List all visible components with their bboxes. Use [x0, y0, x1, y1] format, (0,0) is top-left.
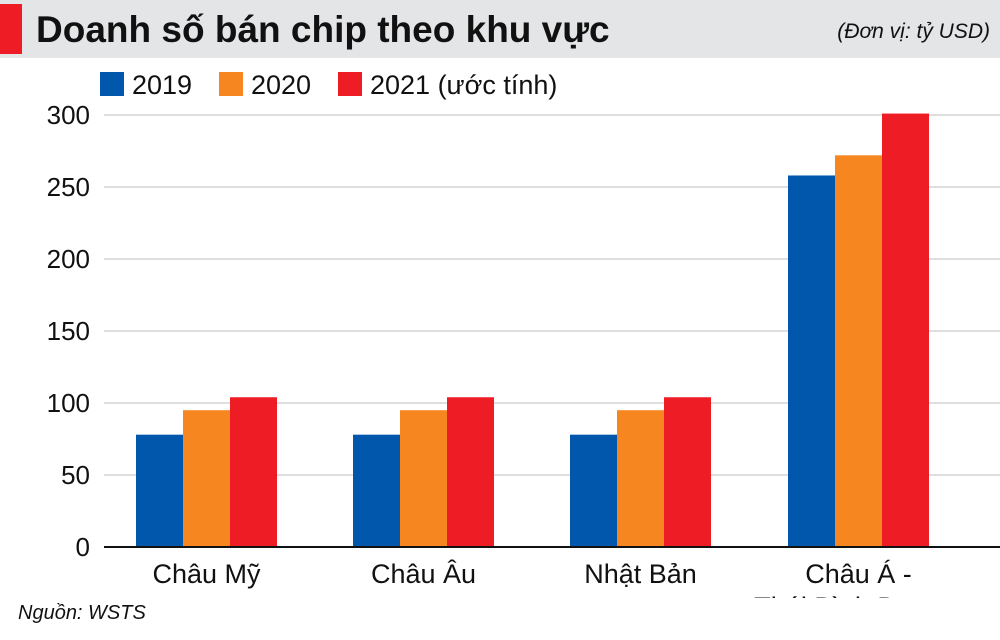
- title-accent-bar: [0, 4, 22, 54]
- bar-2021-1: [447, 397, 494, 547]
- bar-2019-2: [570, 434, 617, 547]
- legend-label: 2020: [251, 70, 311, 100]
- y-tick-label: 150: [47, 316, 90, 346]
- y-tick-label: 100: [47, 388, 90, 418]
- x-category-label: Châu Á -: [805, 559, 912, 589]
- bar-2021-0: [230, 397, 277, 547]
- x-category-label: Thái Bình Dương: [754, 592, 962, 598]
- bars: [136, 113, 929, 547]
- bar-2020-1: [400, 410, 447, 547]
- y-tick-label: 200: [47, 244, 90, 274]
- bar-2021-3: [882, 113, 929, 547]
- title-bar: Doanh số bán chip theo khu vực (Đơn vị: …: [0, 0, 1000, 58]
- legend: 2019 2020 2021 (ước tính): [100, 70, 557, 100]
- source-note: Nguồn: WSTS: [18, 602, 146, 624]
- y-tick-label: 250: [47, 172, 90, 202]
- bar-2020-2: [617, 410, 664, 547]
- y-tick-label: 300: [47, 100, 90, 130]
- legend-swatch: [100, 72, 124, 96]
- unit-label: (Đơn vị: tỷ USD): [837, 20, 990, 43]
- bar-2019-1: [353, 434, 400, 547]
- bar-2020-3: [835, 155, 882, 547]
- bar-2020-0: [183, 410, 230, 547]
- legend-swatch: [338, 72, 362, 96]
- x-category-label: Châu Âu: [371, 558, 476, 589]
- x-category-label: Nhật Bản: [584, 559, 697, 589]
- y-tick-label: 0: [76, 532, 90, 562]
- bar-2021-2: [664, 397, 711, 547]
- x-category-label: Châu Mỹ: [152, 559, 261, 589]
- legend-swatch: [219, 72, 243, 96]
- axes: 0 50 100 150 200 250 300 Châu Mỹ Châu Âu Nhật Bản…: [47, 100, 1000, 598]
- bar-chart: 0 50 100 150 200 250 300 Châu Mỹ Châu Âu Nhật Bản…: [47, 70, 1000, 598]
- y-tick-label: 50: [61, 460, 90, 490]
- bar-2019-0: [136, 434, 183, 547]
- legend-label: 2019: [132, 70, 192, 100]
- chart-title: Doanh số bán chip theo khu vực: [36, 9, 610, 50]
- legend-label: 2021 (ước tính): [370, 70, 557, 100]
- bar-2019-3: [788, 175, 835, 547]
